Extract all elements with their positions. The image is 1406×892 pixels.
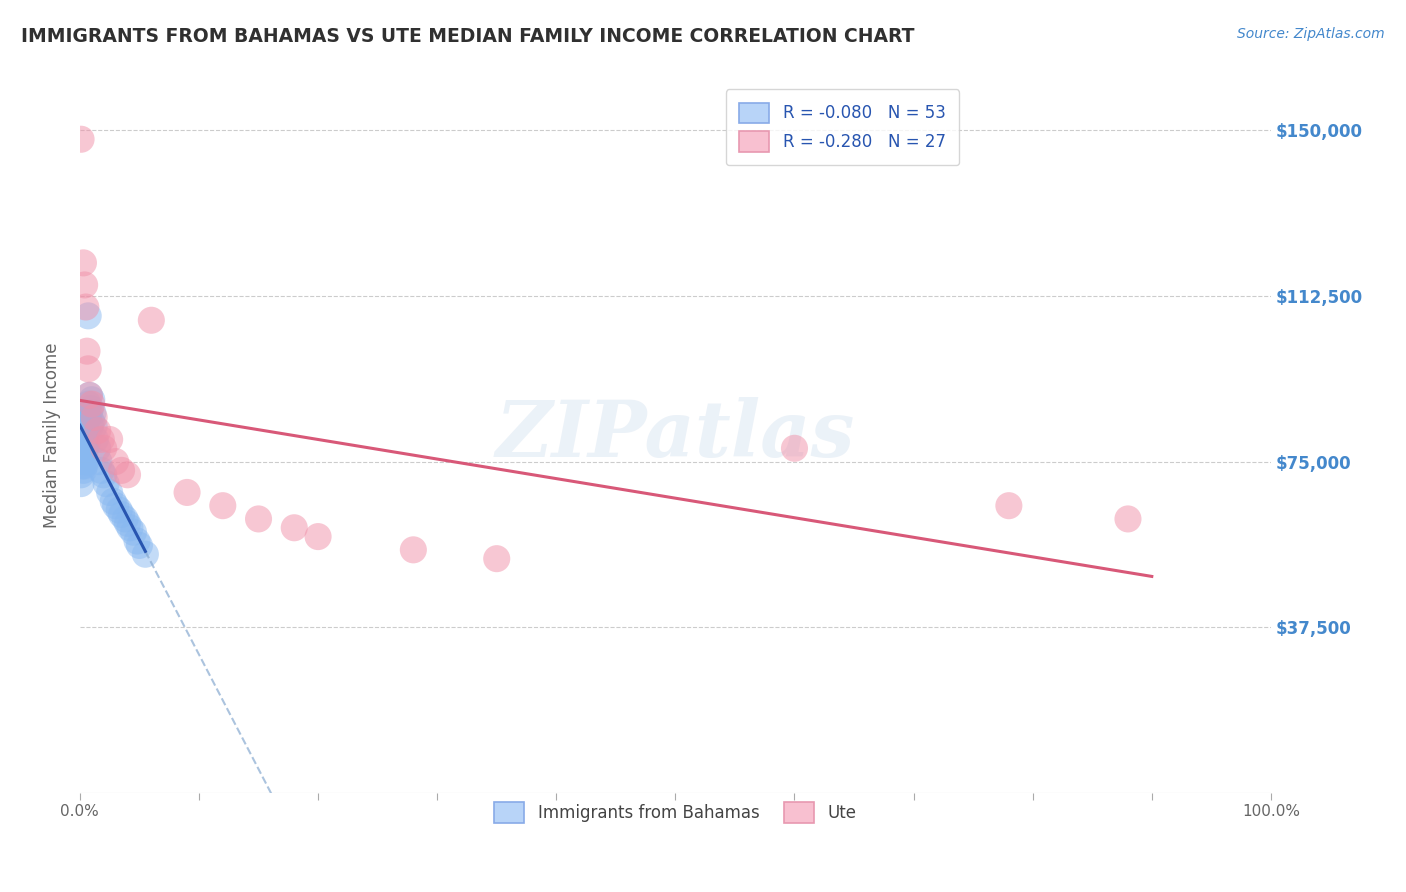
Y-axis label: Median Family Income: Median Family Income	[44, 343, 60, 528]
Point	[104, 499, 127, 513]
Point	[83, 419, 105, 434]
Point	[998, 499, 1021, 513]
Point	[104, 454, 127, 468]
Point	[73, 419, 96, 434]
Point	[79, 401, 101, 416]
Point	[1116, 512, 1139, 526]
Point	[82, 406, 104, 420]
Point	[134, 547, 156, 561]
Point	[93, 467, 115, 482]
Point	[87, 424, 110, 438]
Point	[76, 437, 98, 451]
Point	[93, 442, 115, 456]
Point	[117, 467, 139, 482]
Point	[77, 410, 100, 425]
Point	[76, 410, 98, 425]
Point	[211, 499, 233, 513]
Point	[402, 542, 425, 557]
Point	[79, 388, 101, 402]
Point	[122, 525, 145, 540]
Point	[72, 442, 94, 456]
Legend: Immigrants from Bahamas, Ute: Immigrants from Bahamas, Ute	[482, 790, 869, 834]
Point	[75, 442, 97, 456]
Point	[84, 433, 107, 447]
Point	[94, 476, 117, 491]
Point	[125, 534, 148, 549]
Point	[75, 415, 97, 429]
Point	[98, 485, 121, 500]
Point	[110, 463, 132, 477]
Point	[72, 424, 94, 438]
Point	[76, 344, 98, 359]
Point	[77, 309, 100, 323]
Point	[307, 530, 329, 544]
Point	[110, 508, 132, 522]
Point	[72, 437, 94, 451]
Point	[72, 433, 94, 447]
Point	[103, 494, 125, 508]
Point	[70, 467, 93, 482]
Point	[73, 442, 96, 456]
Point	[83, 410, 105, 425]
Point	[117, 516, 139, 531]
Point	[114, 512, 136, 526]
Text: IMMIGRANTS FROM BAHAMAS VS UTE MEDIAN FAMILY INCOME CORRELATION CHART: IMMIGRANTS FROM BAHAMAS VS UTE MEDIAN FA…	[21, 27, 914, 45]
Point	[98, 433, 121, 447]
Point	[90, 433, 112, 447]
Point	[72, 446, 94, 460]
Point	[79, 406, 101, 420]
Point	[70, 132, 93, 146]
Point	[73, 450, 96, 464]
Point	[72, 463, 94, 477]
Point	[75, 454, 97, 468]
Point	[783, 442, 806, 456]
Point	[77, 397, 100, 411]
Point	[76, 424, 98, 438]
Text: ZIPatlas: ZIPatlas	[496, 397, 855, 474]
Point	[77, 361, 100, 376]
Point	[72, 458, 94, 473]
Point	[73, 433, 96, 447]
Point	[128, 538, 150, 552]
Point	[75, 428, 97, 442]
Point	[70, 476, 93, 491]
Point	[80, 397, 103, 411]
Point	[283, 521, 305, 535]
Point	[79, 388, 101, 402]
Point	[176, 485, 198, 500]
Point	[90, 463, 112, 477]
Point	[485, 551, 508, 566]
Point	[73, 277, 96, 292]
Point	[70, 454, 93, 468]
Point	[108, 503, 131, 517]
Point	[72, 256, 94, 270]
Point	[75, 300, 97, 314]
Point	[118, 521, 141, 535]
Point	[87, 454, 110, 468]
Point	[73, 458, 96, 473]
Point	[80, 392, 103, 407]
Point	[87, 442, 110, 456]
Point	[72, 450, 94, 464]
Point	[79, 419, 101, 434]
Text: Source: ZipAtlas.com: Source: ZipAtlas.com	[1237, 27, 1385, 41]
Point	[141, 313, 163, 327]
Point	[80, 415, 103, 429]
Point	[72, 454, 94, 468]
Point	[247, 512, 270, 526]
